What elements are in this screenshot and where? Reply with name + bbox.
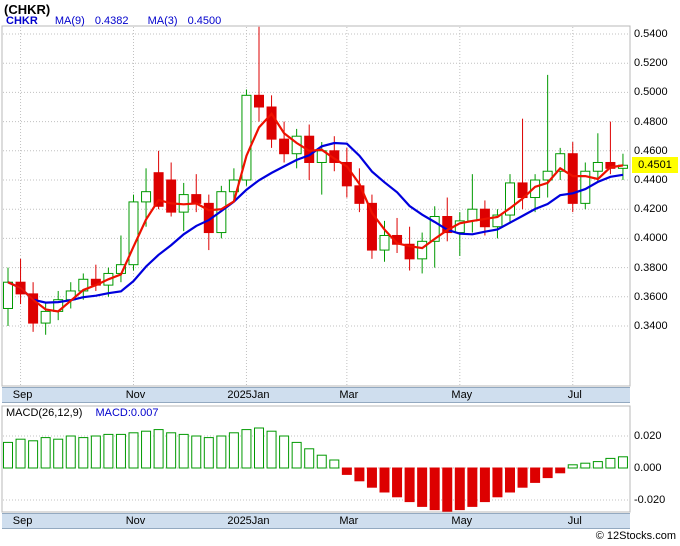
date-axis-macd: Sep Nov 2025Jan Mar May Jul (2, 513, 630, 529)
symbol-label: CHKR (6, 15, 38, 27)
month-label: Jul (567, 389, 582, 401)
macd-label: MACD(26,12,9) (6, 407, 83, 419)
page-title: (CHKR) (4, 2, 51, 17)
month-label: Mar (339, 515, 359, 527)
month-label: Mar (339, 389, 359, 401)
month-label: Jul (567, 515, 582, 527)
month-label: May (451, 389, 473, 401)
macd-bars (3, 427, 628, 512)
copyright-link[interactable]: © 12Stocks.com (595, 530, 676, 542)
ma9-value: 0.4382 (94, 15, 129, 27)
month-label: Nov (125, 389, 146, 401)
month-label: 2025Jan (227, 515, 270, 527)
ma3-label: MA(3) (147, 15, 178, 27)
month-label: Nov (125, 515, 146, 527)
macd-gridlines (3, 435, 629, 501)
month-label: 2025Jan (227, 389, 270, 401)
month-label: May (451, 515, 473, 527)
candles (3, 26, 628, 335)
macd-value: MACD:0.007 (95, 407, 159, 419)
month-label: Sep (12, 515, 33, 527)
date-axis-main: Sep Nov 2025Jan Mar May Jul (2, 387, 630, 403)
month-label: Sep (12, 389, 33, 401)
current-price-badge: 0.4501 (632, 157, 678, 174)
ma9-label: MA(9) (54, 15, 85, 27)
price-legend: CHKR MA(9) 0.4382 MA(3) 0.4500 (6, 15, 237, 27)
ma3-value: 0.4500 (187, 15, 222, 27)
ma3-line (7, 112, 624, 313)
macd-legend: MACD(26,12,9) MACD:0.007 (6, 407, 158, 419)
